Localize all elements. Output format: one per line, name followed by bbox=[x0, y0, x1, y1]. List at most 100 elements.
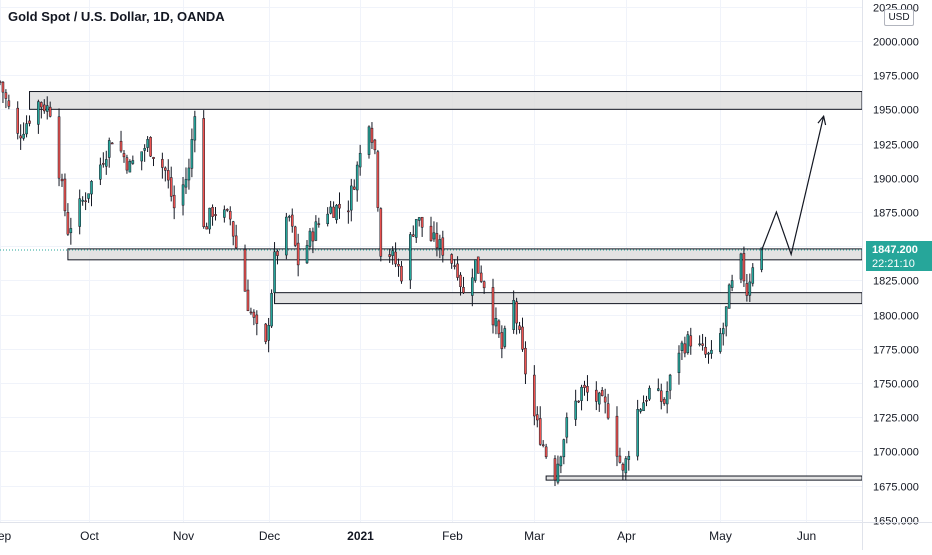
candle bbox=[48, 101, 52, 118]
price-tick-label: 1675.000 bbox=[873, 482, 919, 494]
candle-body bbox=[704, 346, 707, 355]
candle bbox=[267, 317, 270, 353]
candle bbox=[140, 151, 143, 171]
candle-body bbox=[293, 226, 297, 246]
candle bbox=[621, 462, 625, 481]
symbol-title[interactable]: Gold Spot / U.S. Dollar, 1D, OANDA bbox=[8, 9, 225, 24]
candle bbox=[276, 249, 279, 265]
candle bbox=[429, 216, 433, 242]
price-axis[interactable]: 2025.0002000.0001975.0001950.0001925.000… bbox=[862, 0, 919, 550]
candle bbox=[7, 94, 11, 110]
candle bbox=[326, 207, 329, 227]
candle bbox=[119, 130, 123, 153]
price-tick-label: 1800.000 bbox=[873, 311, 919, 323]
candle bbox=[668, 373, 672, 400]
candle bbox=[479, 265, 483, 283]
candle bbox=[338, 192, 341, 219]
candle bbox=[565, 412, 569, 444]
candle-body bbox=[394, 251, 397, 265]
projection-path bbox=[761, 114, 827, 257]
candle-body bbox=[730, 280, 734, 288]
candle bbox=[347, 200, 350, 224]
candle-body bbox=[347, 210, 350, 213]
currency-button[interactable]: USD bbox=[884, 9, 914, 26]
candle-body bbox=[164, 167, 167, 171]
time-tick-label: Oct bbox=[80, 529, 99, 543]
candle bbox=[273, 242, 276, 302]
time-axis[interactable]: Sep Oct Nov Dec 2021 Feb Mar Apr May Jun bbox=[0, 522, 932, 544]
candle bbox=[296, 233, 300, 277]
candle bbox=[255, 310, 259, 336]
candle bbox=[745, 273, 749, 302]
candle-body bbox=[497, 320, 501, 335]
candle-body bbox=[187, 167, 191, 181]
candle bbox=[739, 252, 743, 284]
candle-body bbox=[459, 274, 462, 287]
candle bbox=[742, 246, 746, 287]
candle bbox=[618, 447, 622, 464]
candle bbox=[562, 438, 566, 465]
candle-body bbox=[642, 402, 645, 412]
candle-body bbox=[7, 100, 11, 107]
candle bbox=[639, 408, 642, 414]
last-price-value: 1847.200 bbox=[872, 244, 918, 256]
candle bbox=[90, 180, 93, 207]
candle-body bbox=[482, 281, 486, 289]
candle bbox=[335, 204, 338, 224]
candle bbox=[580, 384, 583, 411]
candle-body bbox=[107, 140, 111, 158]
candle-body bbox=[90, 181, 93, 195]
candle-body bbox=[288, 216, 291, 218]
candle bbox=[16, 101, 19, 140]
candle-body bbox=[317, 223, 321, 225]
candle bbox=[748, 273, 752, 302]
candle-body bbox=[172, 194, 176, 209]
candle bbox=[624, 456, 628, 481]
candle-body bbox=[438, 239, 442, 249]
candle-body bbox=[739, 253, 743, 280]
candle-body bbox=[521, 326, 524, 350]
candle-body bbox=[606, 403, 610, 419]
candle-body bbox=[48, 106, 52, 117]
candle-body bbox=[710, 349, 713, 354]
candle bbox=[476, 256, 480, 274]
candle-body bbox=[429, 225, 433, 241]
candle-body bbox=[600, 390, 604, 396]
candle bbox=[597, 391, 601, 412]
candle-body bbox=[379, 208, 383, 257]
candle bbox=[231, 220, 235, 246]
candle bbox=[329, 200, 332, 215]
candle-body bbox=[181, 184, 185, 206]
candle bbox=[388, 248, 391, 263]
candle bbox=[190, 128, 194, 178]
candle-body bbox=[146, 139, 149, 148]
candle bbox=[730, 274, 734, 292]
candle bbox=[603, 388, 607, 414]
candle-body bbox=[707, 352, 710, 355]
grid-lines bbox=[0, 0, 862, 522]
price-tick-label: 1900.000 bbox=[873, 174, 919, 186]
time-tick-label: Mar bbox=[524, 529, 545, 543]
candle bbox=[704, 336, 707, 358]
candle-body bbox=[535, 414, 539, 421]
candle bbox=[515, 297, 518, 335]
candle bbox=[689, 327, 693, 355]
candle-body bbox=[683, 343, 687, 354]
candle bbox=[19, 124, 22, 150]
candle bbox=[724, 306, 728, 337]
candle-body bbox=[668, 374, 672, 391]
candle-body bbox=[686, 334, 690, 353]
candle bbox=[450, 253, 453, 269]
candle bbox=[615, 406, 619, 467]
candle-body bbox=[205, 226, 208, 230]
candle-body bbox=[586, 386, 589, 393]
candle-body bbox=[40, 102, 43, 108]
candle-body bbox=[234, 235, 238, 249]
price-tick-label: 1925.000 bbox=[873, 140, 919, 152]
candle bbox=[482, 280, 486, 294]
candle bbox=[494, 307, 498, 335]
candle bbox=[373, 138, 377, 155]
candle-body bbox=[748, 281, 752, 296]
